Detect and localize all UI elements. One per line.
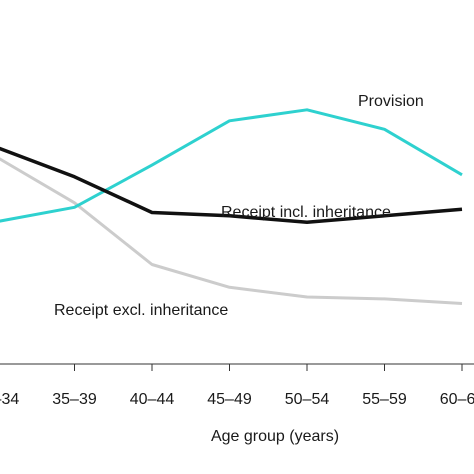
x-tick-label: 40–44 — [130, 391, 175, 408]
x-tick-label: 35–39 — [52, 391, 97, 408]
x-tick-label: 30–34 — [0, 391, 19, 408]
series-line-receipt-excl-inheritance — [0, 157, 463, 305]
series-labels: Provision Receipt incl. inheritance Receip… — [54, 93, 424, 319]
series-line-receipt-incl-inheritance — [0, 146, 463, 225]
series-layer — [0, 108, 463, 305]
series-label-receipt-incl-inheritance: Receipt incl. inheritance — [221, 204, 391, 221]
x-tick-label: 45–49 — [207, 391, 252, 408]
x-ticks: 30–34 35–39 40–44 45–49 50–54 55–59 60–64 — [0, 364, 474, 408]
series-label-receipt-excl-inheritance: Receipt excl. inheritance — [54, 302, 228, 319]
x-tick-label: 50–54 — [285, 391, 330, 408]
series-label-provision: Provision — [358, 93, 424, 110]
x-tick-label: 55–59 — [362, 391, 407, 408]
x-tick-label: 60–64 — [440, 391, 474, 408]
x-axis-title: Age group (years) — [211, 428, 339, 445]
series-line-provision — [0, 108, 463, 223]
